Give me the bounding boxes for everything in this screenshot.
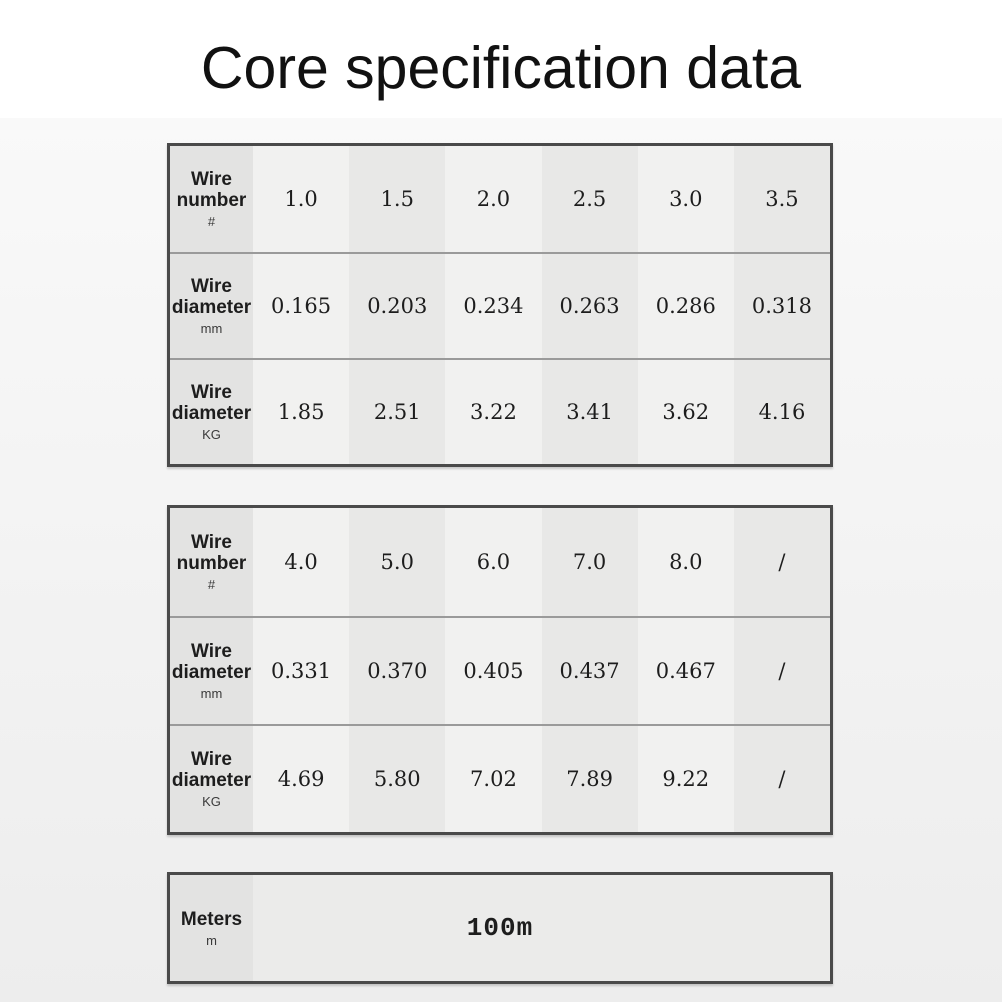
table-cell: 3.5	[733, 146, 831, 252]
row-header-cell: Wire diameter KG	[170, 360, 253, 464]
row-header-cell: Wire diameter mm	[170, 254, 253, 358]
table-cell: 0.405	[445, 618, 542, 724]
row-header-cell: Wire number #	[170, 146, 253, 252]
row-label: Wire number	[176, 532, 247, 574]
table-cell: 3.22	[445, 360, 542, 464]
table-cell: 0.467	[637, 618, 734, 724]
table-cell: 0.234	[445, 254, 542, 358]
table-row: Wire number #4.0 5.0 6.0 7.0 8.0/	[170, 508, 831, 616]
row-unit-label: mm	[200, 321, 223, 336]
table-row: Wire diameter KG 4.69 5.80 7.02 7.89 9.22/	[170, 724, 831, 832]
table-cell: 3.0	[637, 146, 734, 252]
table-cell: 7.0	[541, 508, 638, 616]
table-cell: /	[733, 508, 831, 616]
table-cell: 1.5	[349, 146, 446, 252]
table-cell: /	[733, 726, 831, 832]
row-unit-label: KG	[202, 427, 221, 442]
row-label: Wire diameter	[171, 641, 252, 683]
meters-table: Meters m 100m	[167, 872, 833, 984]
row-unit-label: #	[207, 577, 216, 592]
row-header-cell: Wire diameter mm	[170, 618, 253, 724]
table-row: Wire diameter mm 0.331 0.370 0.405 0.437 0.467…	[170, 616, 831, 724]
row-label: Wire diameter	[171, 749, 252, 791]
page-title: Core specification data	[200, 35, 802, 101]
table-cell: 0.370	[349, 618, 446, 724]
table-cell: 0.203	[349, 254, 446, 358]
table-cell: 4.69	[253, 726, 350, 832]
table-cell: 0.286	[637, 254, 734, 358]
table-cell: 3.62	[637, 360, 734, 464]
table-cell: 4.16	[733, 360, 831, 464]
row-label: Wire number	[176, 169, 247, 211]
meters-value-cell: 100m	[253, 875, 830, 981]
row-header-cell: Wire diameter KG	[170, 726, 253, 832]
wire-spec-table-2: Wire number #4.0 5.0 6.0 7.0 8.0/Wire diamete…	[167, 505, 833, 835]
wire-spec-table-1: Wire number #1.0 1.5 2.0 2.5 3.0 3.5 Wire diame…	[167, 143, 833, 467]
row-unit-label: m	[206, 932, 217, 948]
table-cell: 1.85	[253, 360, 350, 464]
table-cell: 0.165	[253, 254, 350, 358]
table-row: Wire diameter KG 1.85 2.51 3.22 3.41 3.62 4.16	[170, 358, 831, 464]
table-cell: 4.0	[253, 508, 350, 616]
row-label: Wire diameter	[171, 276, 252, 318]
table-cell: 0.318	[733, 254, 831, 358]
table-cell: 7.02	[445, 726, 542, 832]
table-cell: 9.22	[637, 726, 734, 832]
row-unit-label: KG	[202, 794, 221, 809]
table-cell: 5.80	[349, 726, 446, 832]
table-cell: 7.89	[541, 726, 638, 832]
table-cell: 0.331	[253, 618, 350, 724]
table-row: Wire diameter mm 0.165 0.203 0.234 0.263 0.286…	[170, 252, 831, 358]
table-cell: 3.41	[541, 360, 638, 464]
table-cell: /	[733, 618, 831, 724]
table-cell: 2.5	[541, 146, 638, 252]
table-row: Meters m 100m	[170, 875, 830, 981]
table-cell: 0.437	[541, 618, 638, 724]
row-unit-label: #	[207, 214, 216, 229]
table-cell: 1.0	[253, 146, 350, 252]
table-cell: 0.263	[541, 254, 638, 358]
table-cell: 2.51	[349, 360, 446, 464]
row-label: Meters	[180, 908, 243, 930]
row-header-cell: Meters m	[170, 875, 253, 981]
table-row: Wire number #1.0 1.5 2.0 2.5 3.0 3.5	[170, 146, 831, 252]
row-unit-label: mm	[200, 686, 223, 701]
table-cell: 6.0	[445, 508, 542, 616]
row-label: Wire diameter	[171, 382, 252, 424]
table-cell: 2.0	[445, 146, 542, 252]
table-cell: 5.0	[349, 508, 446, 616]
row-header-cell: Wire number #	[170, 508, 253, 616]
table-cell: 8.0	[637, 508, 734, 616]
